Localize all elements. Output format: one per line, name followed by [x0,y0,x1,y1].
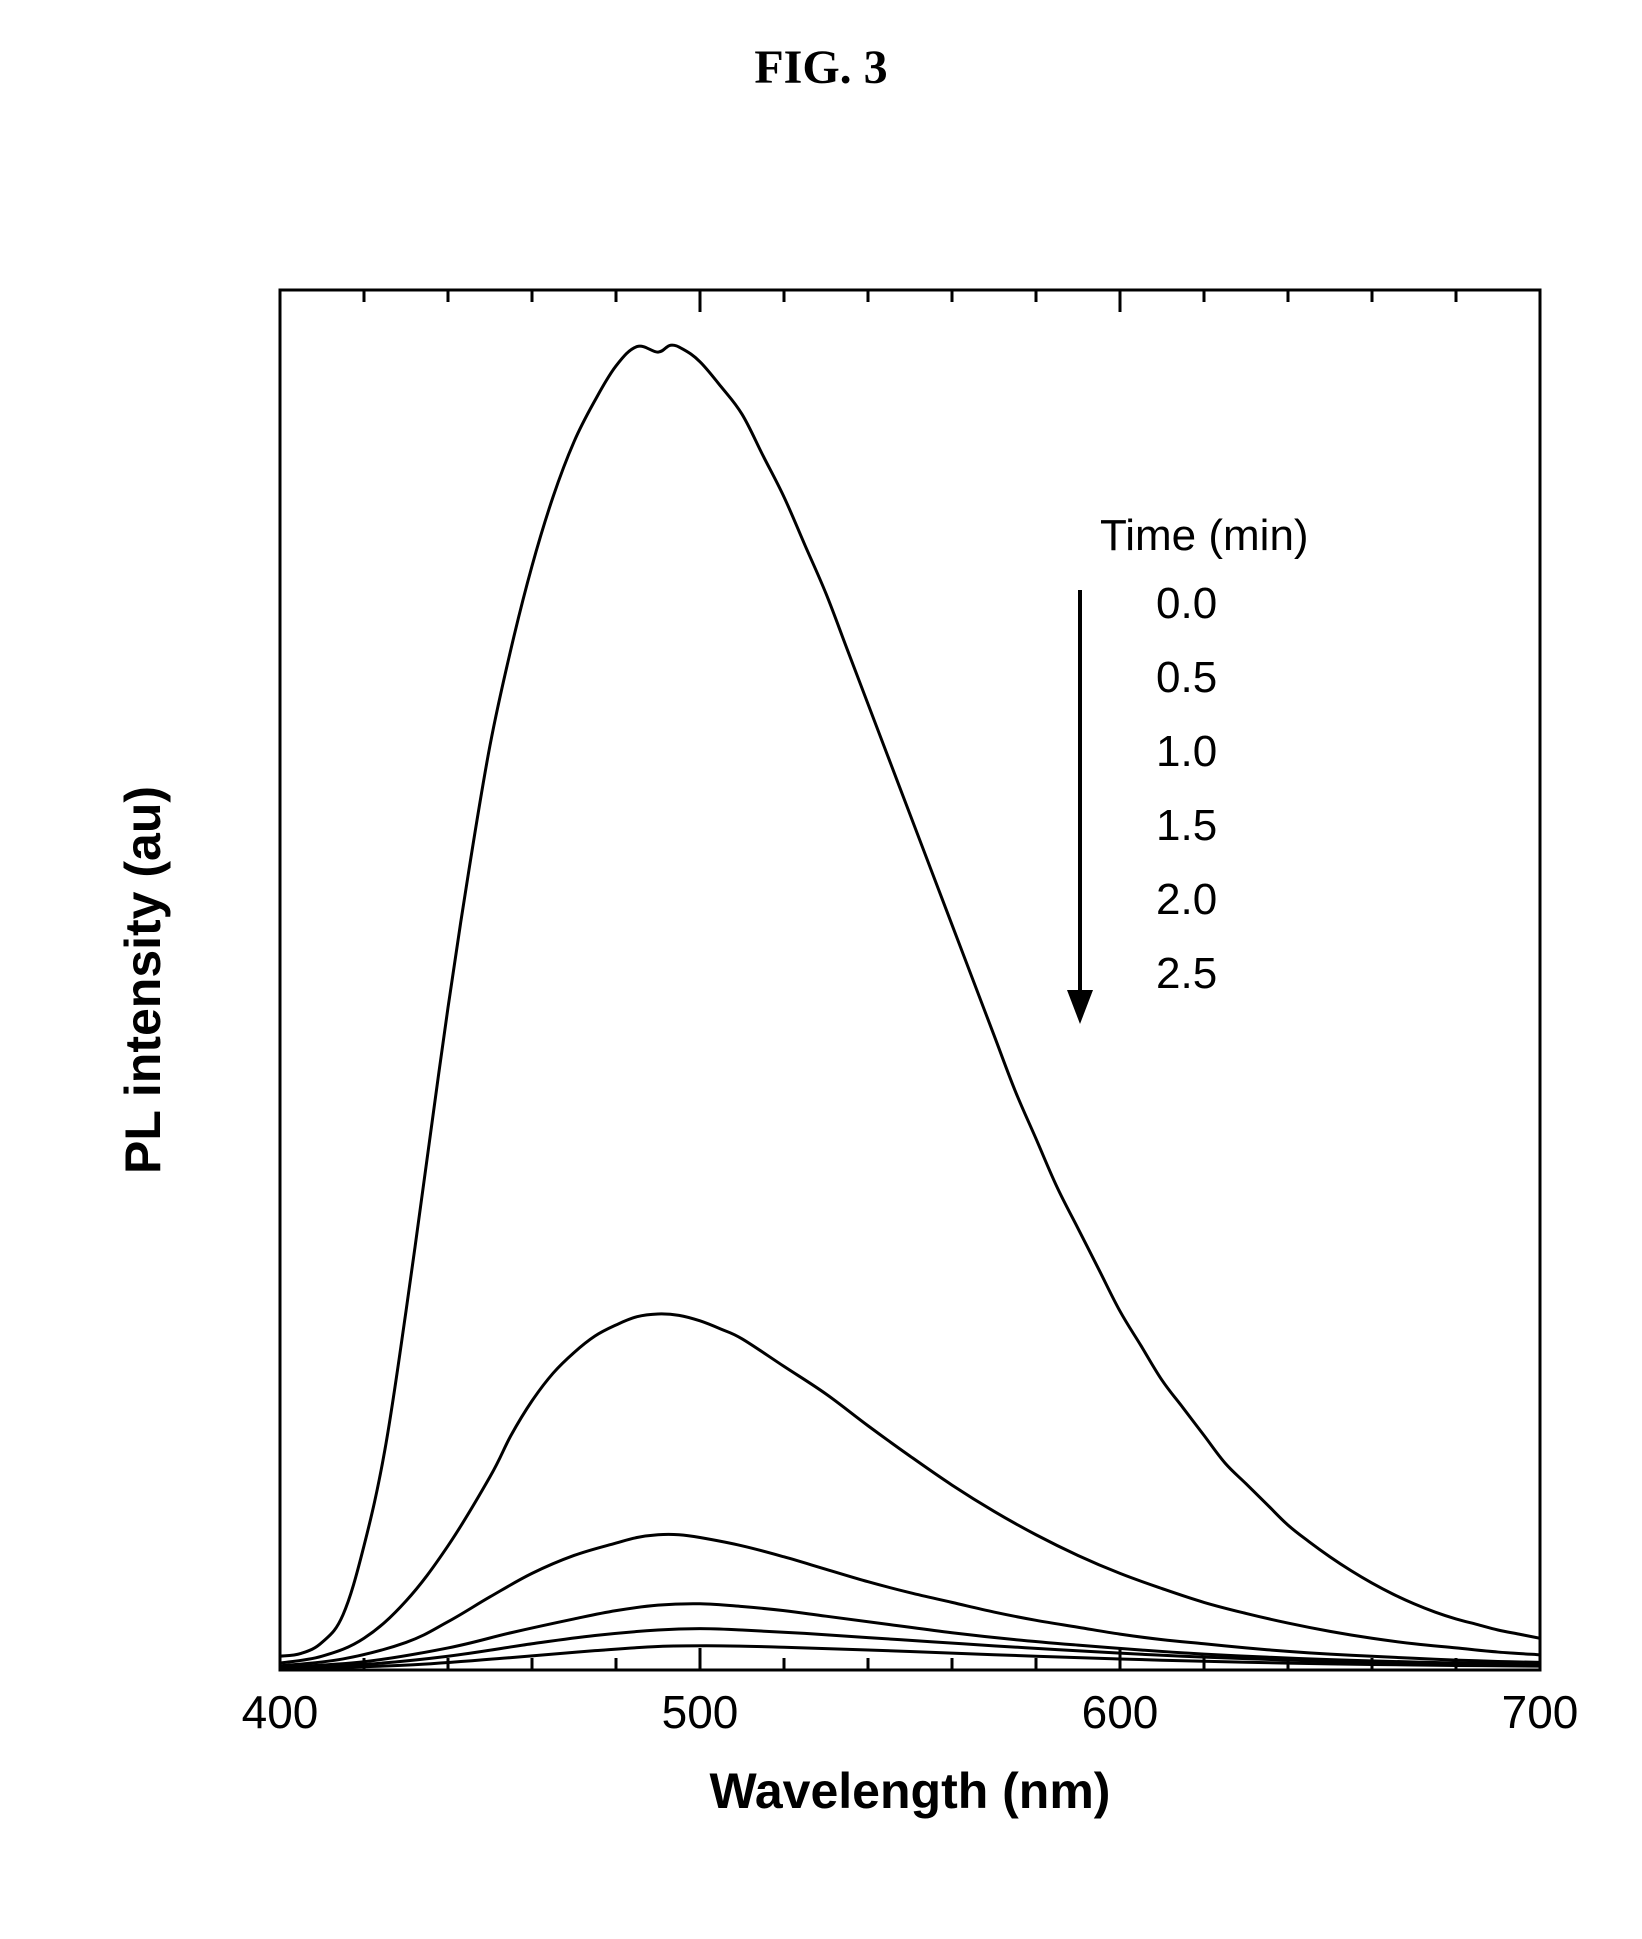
x-axis-label: Wavelength (nm) [710,1763,1111,1819]
x-tick-label: 700 [1502,1686,1579,1738]
legend-item: 2.5 [1156,949,1217,998]
figure-title: FIG. 3 [0,40,1642,95]
legend-item: 1.5 [1156,801,1217,850]
pl-spectrum-chart: 400 500 600 700 Wavelength (nm) PL intensity … [60,260,1580,1880]
plot-area [280,290,1540,1670]
x-tick-label: 400 [242,1686,319,1738]
y-axis-label: PL intensity (au) [115,786,171,1174]
x-tick-label: 600 [1082,1686,1159,1738]
legend-title: Time (min) [1100,511,1309,560]
x-tick-label: 500 [662,1686,739,1738]
legend-item: 0.0 [1156,579,1217,628]
legend-item: 0.5 [1156,653,1217,702]
legend-item: 2.0 [1156,875,1217,924]
legend-item: 1.0 [1156,727,1217,776]
